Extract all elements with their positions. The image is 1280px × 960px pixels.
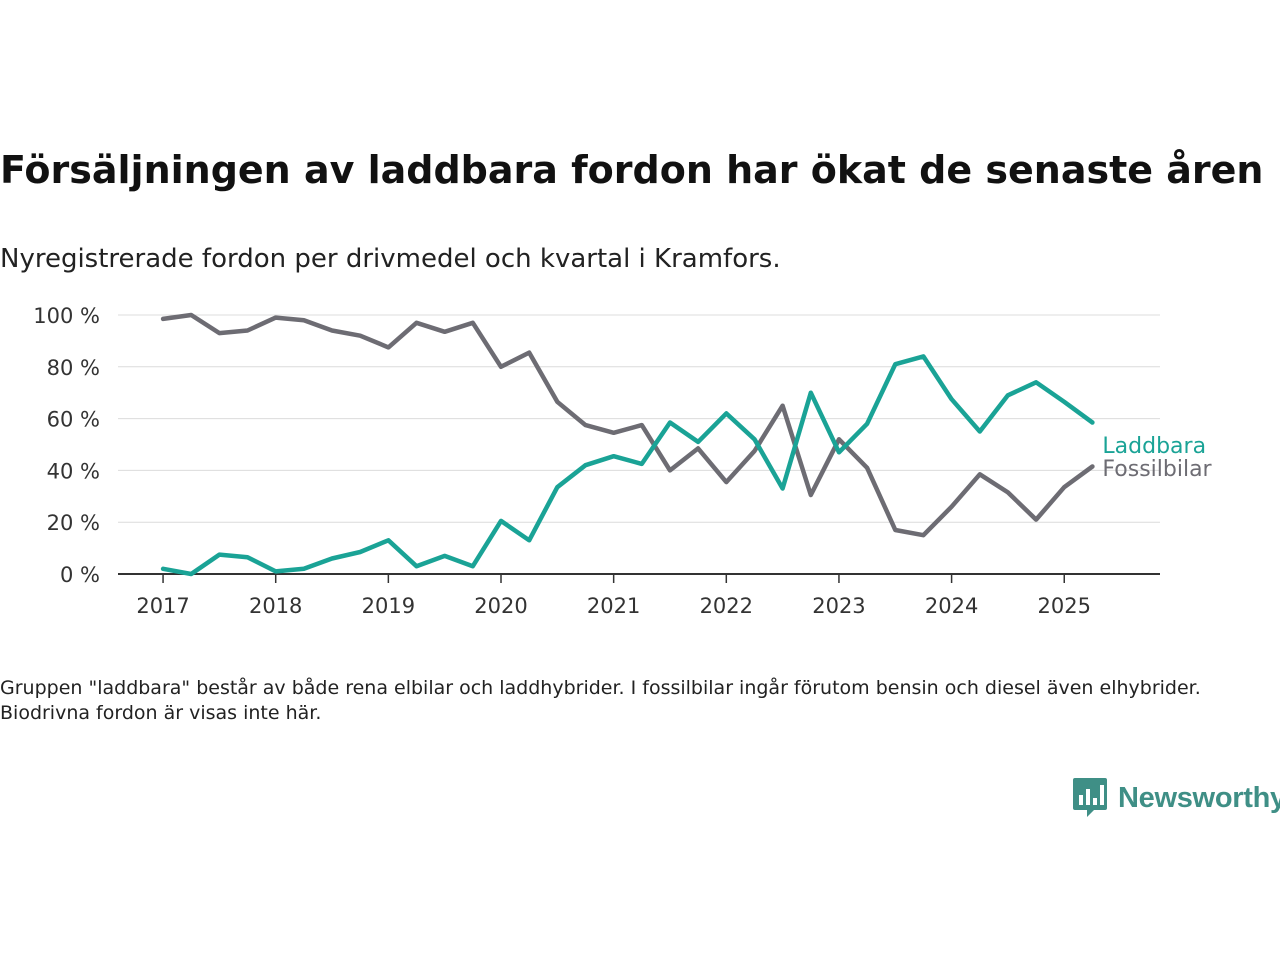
series-label-fossilbilar: Fossilbilar — [1102, 457, 1212, 482]
x-tick-label: 2017 — [136, 594, 189, 618]
series-label-laddbara: Laddbara — [1102, 434, 1206, 459]
x-tick-label: 2018 — [249, 594, 302, 618]
x-tick-label: 2023 — [812, 594, 865, 618]
x-tick-label: 2025 — [1038, 594, 1091, 618]
x-tick-label: 2021 — [587, 594, 640, 618]
y-tick-label: 0 % — [60, 563, 100, 587]
y-tick-label: 40 % — [47, 459, 100, 483]
newsworthy-logo[interactable]: Newsworthy — [1072, 776, 1280, 820]
x-tick-label: 2022 — [700, 594, 753, 618]
newsworthy-logo-icon — [1073, 778, 1107, 817]
y-tick-label: 20 % — [47, 511, 100, 535]
x-tick-label: 2020 — [474, 594, 527, 618]
brand-name: Newsworthy — [1118, 781, 1280, 814]
x-tick-label: 2019 — [362, 594, 415, 618]
y-axis: 0 % 20 % 40 % 60 % 80 % 100 % — [33, 304, 100, 587]
series-line-laddbara — [160, 354, 1095, 577]
grid-lines — [118, 314, 1160, 523]
series-lines — [160, 312, 1095, 577]
y-tick-label: 100 % — [33, 304, 100, 328]
chart-subtitle: Nyregistrerade fordon per drivmedel och … — [0, 244, 781, 274]
x-tick-label: 2024 — [925, 594, 978, 618]
footnote: Gruppen "laddbara" består av både rena e… — [0, 677, 1201, 724]
line-chart: 0 % 20 % 40 % 60 % 80 % 100 % 2017 2018 2019 202… — [33, 304, 1212, 618]
x-axis: 2017 2018 2019 2020 2021 2022 2023 2024 2025 — [118, 573, 1160, 618]
series-line-fossilbilar — [160, 312, 1095, 538]
y-tick-label: 60 % — [47, 408, 100, 432]
y-tick-label: 80 % — [47, 356, 100, 380]
chart-title: Försäljningen av laddbara fordon har öka… — [0, 148, 1264, 192]
